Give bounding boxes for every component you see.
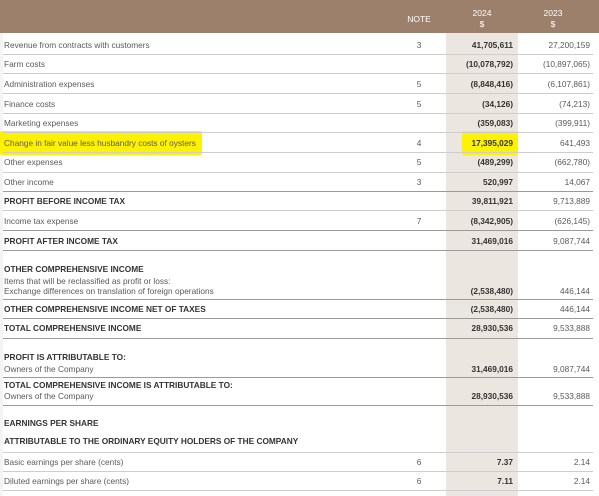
row-value-2023-other-expenses: (662,780) (554, 157, 590, 167)
highlight-marker-label (0, 131, 202, 155)
row-value-2023-other-income: 14,067 (564, 177, 590, 187)
row-divider (3, 230, 593, 231)
current-year-column-shading (446, 33, 518, 496)
row-value-2023-income-tax: (626,145) (554, 216, 590, 226)
section-heading-eps: EARNINGS PER SHARE (4, 418, 99, 428)
row-label-diluted-eps: Diluted earnings per share (cents) (4, 476, 129, 486)
row-divider (3, 132, 593, 133)
row-divider (3, 113, 593, 114)
row-label-basic-eps: Basic earnings per share (cents) (4, 457, 124, 467)
row-value-2024-basic-eps: 7.37 (496, 457, 513, 467)
highlight-marker-value (462, 131, 518, 155)
row-value-2024-fair-value: 17,395,029 (471, 138, 513, 148)
row-divider (3, 338, 593, 339)
row-value-2024-other-expenses: (489,299) (477, 157, 513, 167)
row-label-income-tax: Income tax expense (4, 216, 79, 226)
row-note-finance: 5 (416, 99, 422, 109)
row-value-2023-profit-owners: 9,087,744 (553, 364, 590, 374)
row-label-oci-net: OTHER COMPREHENSIVE INCOME NET OF TAXES (4, 304, 206, 314)
row-value-2023-profit-after-tax: 9,087,744 (553, 236, 590, 246)
row-value-2023-marketing: (399,911) (555, 118, 590, 128)
row-value-2023-admin: (6,107,861) (547, 79, 590, 89)
row-divider (3, 73, 593, 74)
row-divider (3, 318, 593, 319)
row-value-2024-finance: (34,126) (482, 99, 513, 109)
row-divider (3, 152, 593, 153)
row-divider (3, 377, 593, 378)
section-subheading-oci: Items that will be reclassified as profi… (4, 276, 171, 286)
row-value-2024-farm-costs: (10,078,792) (465, 59, 513, 69)
row-value-2024-tci-owners: 28,930,536 (471, 391, 513, 401)
row-divider (3, 490, 593, 491)
row-label-profit-after-tax: PROFIT AFTER INCOME TAX (4, 236, 118, 246)
row-value-2024-income-tax: (8,342,905) (470, 216, 513, 226)
row-value-2023-profit-before-tax: 9,713,889 (553, 196, 590, 206)
row-value-2024-other-income: 520,997 (483, 177, 513, 187)
row-value-2023-fx: 446,144 (560, 286, 590, 296)
row-label-fx: Exchange differences on translation of f… (4, 286, 214, 296)
row-label-revenue: Revenue from contracts with customers (4, 40, 150, 50)
row-value-2024-oci-net: (2,538,480) (470, 304, 513, 314)
row-divider (3, 93, 593, 94)
row-label-tci-owners: Owners of the Company (4, 391, 94, 401)
row-note-admin: 5 (416, 79, 422, 89)
row-label-finance: Finance costs (4, 99, 56, 109)
row-value-2023-basic-eps: 2.14 (573, 457, 590, 467)
section-heading-oci: OTHER COMPREHENSIVE INCOME (4, 264, 144, 274)
row-value-2024-profit-owners: 31,469,016 (471, 364, 513, 374)
year-2024-header: 2024 (472, 8, 492, 18)
row-note-fair-value: 4 (416, 138, 422, 148)
row-value-2023-finance: (74,213) (559, 99, 590, 109)
row-divider (3, 172, 593, 173)
section-heading-tci-attributable: TOTAL COMPREHENSIVE INCOME IS ATTRIBUTAB… (4, 380, 233, 390)
row-value-2024-marketing: (359,083) (477, 118, 513, 128)
row-label-marketing: Marketing expenses (4, 118, 79, 128)
row-value-2024-admin: (8,848,416) (470, 79, 513, 89)
row-value-2024-diluted-eps: 7.11 (497, 476, 513, 486)
row-note-diluted-eps: 6 (416, 476, 422, 486)
row-note-income-tax: 7 (416, 216, 422, 226)
page-margin-strip (0, 33, 3, 496)
row-label-other-expenses: Other expenses (4, 157, 63, 167)
row-divider (3, 452, 593, 453)
row-value-2023-revenue: 27,200,159 (548, 40, 590, 50)
row-label-other-income: Other income (4, 177, 54, 187)
row-label-admin: Administration expenses (4, 79, 95, 89)
row-divider (3, 405, 593, 406)
row-divider (3, 250, 593, 251)
row-value-2024-total-comprehensive-income: 28,930,536 (471, 323, 513, 333)
row-note-revenue: 3 (416, 40, 422, 50)
row-value-2024-profit-before-tax: 39,811,921 (471, 196, 513, 206)
year-2024-unit: $ (479, 19, 485, 29)
row-divider (3, 191, 593, 192)
row-value-2023-tci-owners: 9,533,888 (553, 391, 590, 401)
table-header (0, 0, 599, 33)
row-note-other-income: 3 (416, 177, 422, 187)
row-divider (3, 210, 593, 211)
year-2023-header: 2023 (543, 8, 563, 18)
row-divider (3, 471, 593, 472)
section-heading-profit-attributable: PROFIT IS ATTRIBUTABLE TO: (4, 352, 126, 362)
row-value-2023-diluted-eps: 2.14 (573, 476, 590, 486)
row-value-2024-fx: (2,538,480) (470, 286, 513, 296)
row-label-fair-value: Change in fair value less husbandry cost… (4, 138, 196, 148)
row-divider (3, 299, 593, 300)
row-label-profit-owners: Owners of the Company (4, 364, 94, 374)
row-value-2023-fair-value: 641,493 (560, 138, 590, 148)
year-2023-unit: $ (550, 19, 556, 29)
row-note-other-expenses: 5 (416, 157, 422, 167)
row-value-2024-revenue: 41,705,611 (471, 40, 513, 50)
row-value-2023-farm-costs: (10,897,065) (542, 59, 590, 69)
section-subheading-eps: ATTRIBUTABLE TO THE ORDINARY EQUITY HOLD… (4, 436, 299, 446)
note-column-header: NOTE (407, 14, 431, 24)
row-value-2023-oci-net: 446,144 (560, 304, 590, 314)
row-label-farm-costs: Farm costs (4, 59, 46, 69)
row-value-2024-profit-after-tax: 31,469,016 (471, 236, 513, 246)
row-label-total-comprehensive-income: TOTAL COMPREHENSIVE INCOME (4, 323, 142, 333)
row-note-basic-eps: 6 (416, 457, 422, 467)
row-label-profit-before-tax: PROFIT BEFORE INCOME TAX (4, 196, 126, 206)
row-value-2023-total-comprehensive-income: 9,533,888 (553, 323, 590, 333)
row-divider (3, 54, 593, 55)
